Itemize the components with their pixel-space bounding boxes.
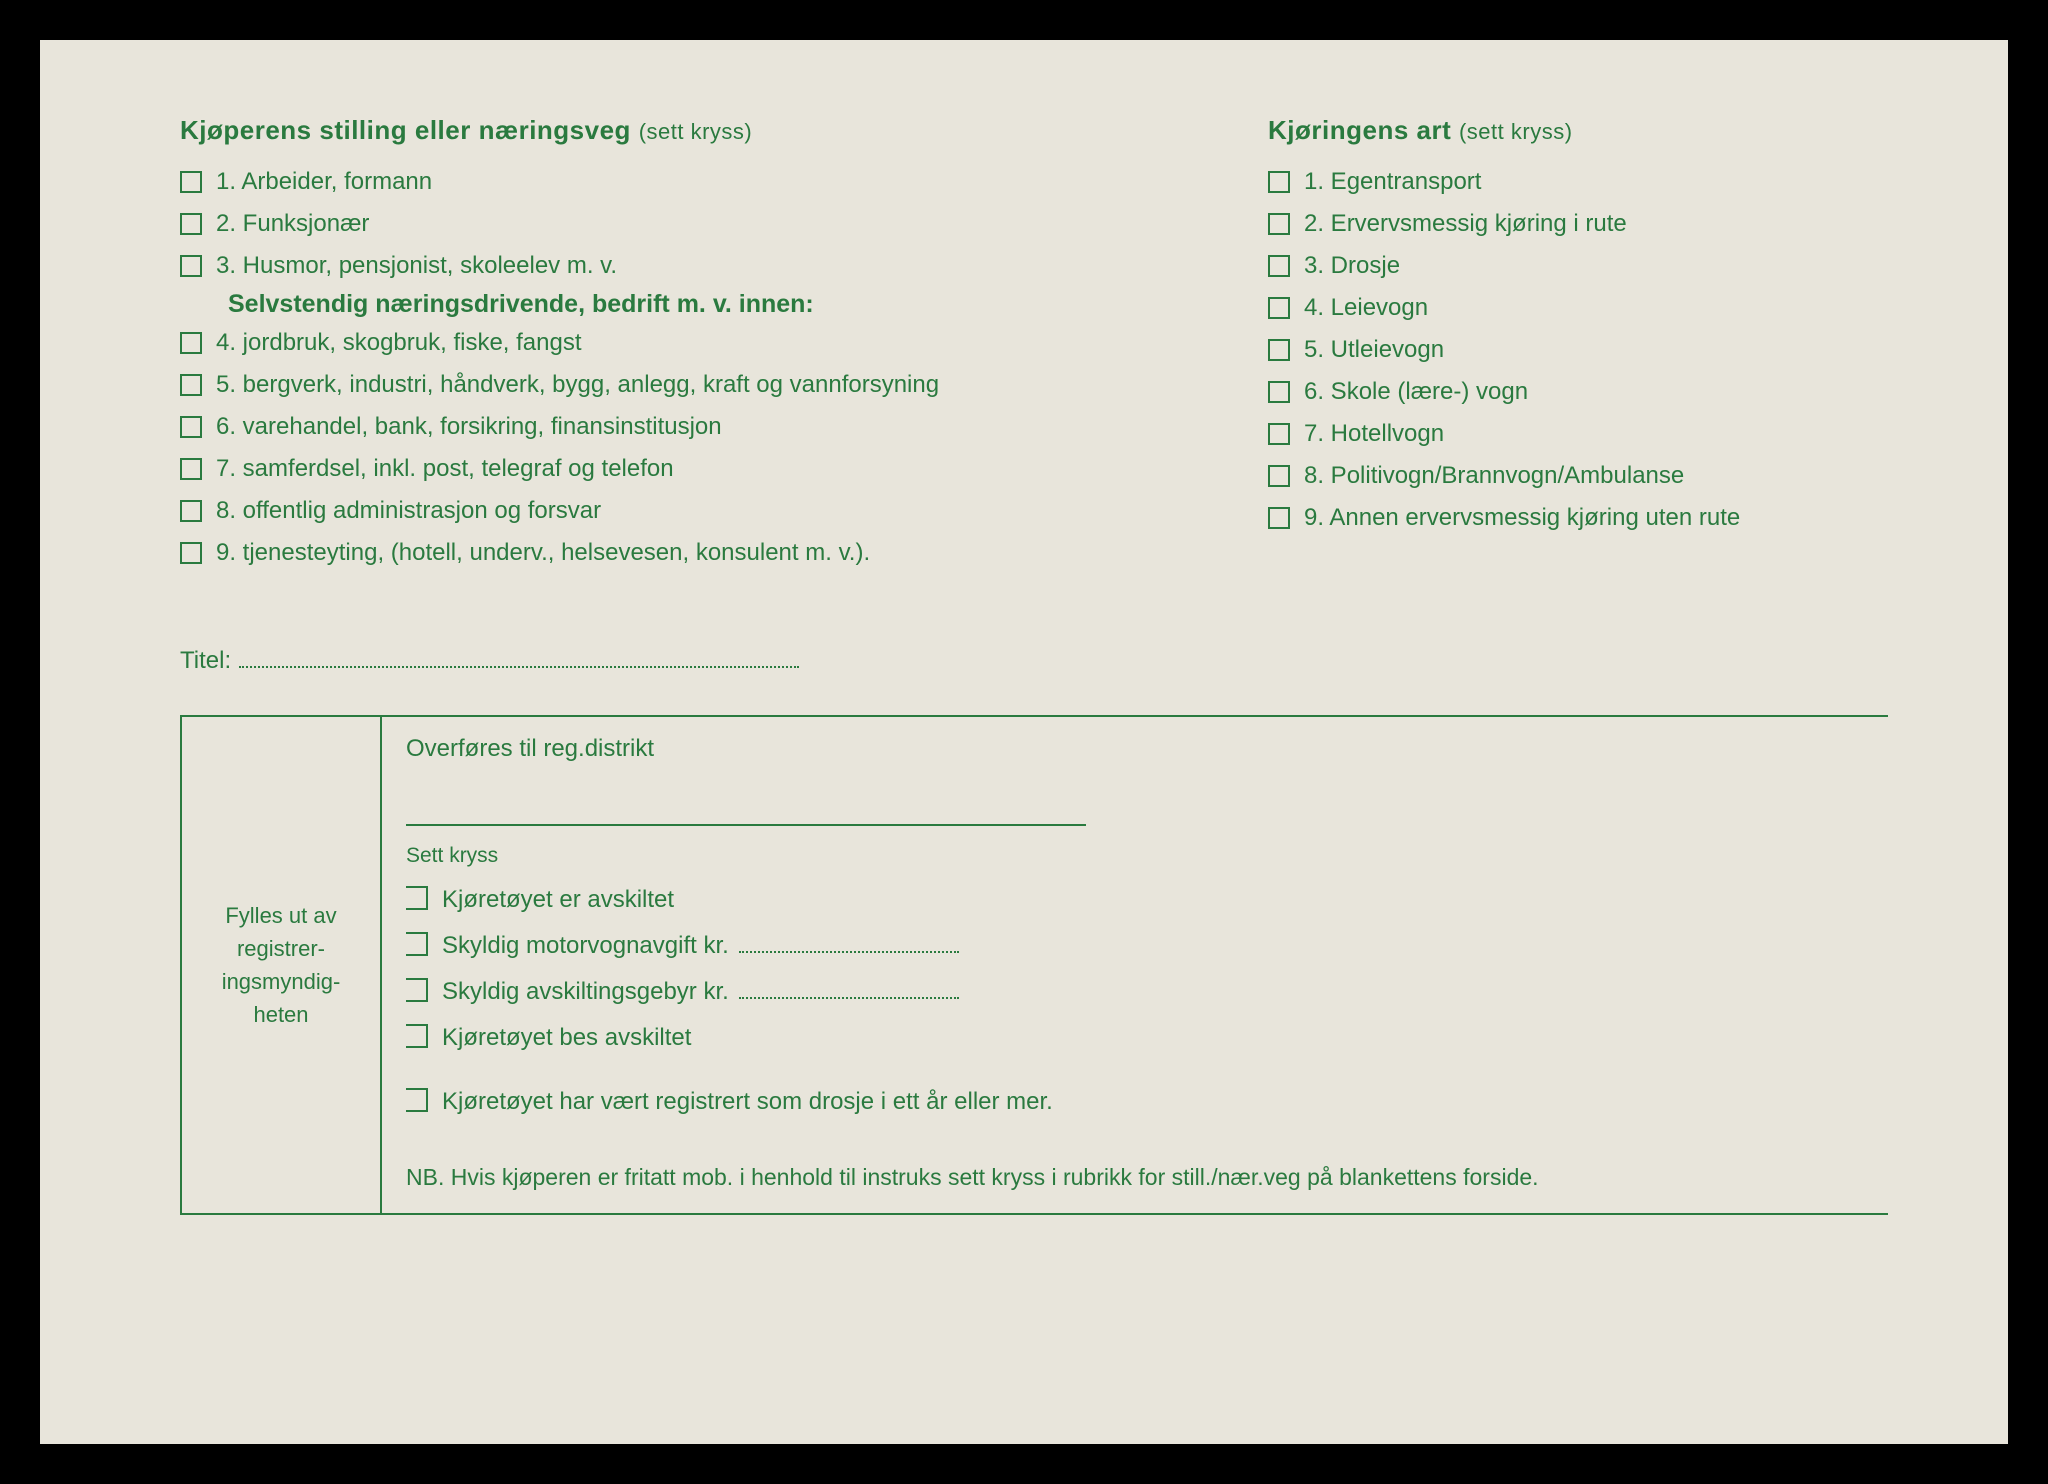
checkbox-row: 9. Annen ervervsmessig kjøring uten rute (1268, 500, 1888, 536)
checkbox[interactable] (1268, 297, 1290, 319)
checkbox[interactable] (1268, 465, 1290, 487)
checkbox-label: 8. Politivogn/Brannvogn/Ambulanse (1304, 458, 1888, 494)
left-heading: Kjøperens stilling eller næringsveg (set… (180, 115, 1188, 146)
right-heading-text: Kjøringens art (1268, 115, 1451, 145)
checkbox-label: 3. Husmor, pensjonist, skoleelev m. v. (216, 248, 1188, 284)
checkbox-row: 3. Drosje (1268, 248, 1888, 284)
bottom-checkbox-row: Kjøretøyet bes avskiltet (406, 1020, 1864, 1056)
checkbox-label: 6. varehandel, bank, forsikring, finansi… (216, 409, 1188, 445)
checkbox[interactable] (1268, 381, 1290, 403)
checkbox-label: 6. Skole (lære-) vogn (1304, 374, 1888, 410)
checkbox-row: 8. offentlig administrasjon og forsvar (180, 493, 1188, 529)
checkbox-row: 1. Arbeider, formann (180, 164, 1188, 200)
checkbox[interactable] (180, 332, 202, 354)
checkbox-label: 5. Utleievogn (1304, 332, 1888, 368)
checkbox[interactable] (1268, 171, 1290, 193)
checkbox-row: 2. Ervervsmessig kjøring i rute (1268, 206, 1888, 242)
bottom-checkbox-row: Skyldig avskiltingsgebyr kr. (406, 974, 1864, 1010)
checkbox-label: 8. offentlig administrasjon og forsvar (216, 493, 1188, 529)
document-paper: Kjøperens stilling eller næringsveg (set… (40, 40, 2008, 1444)
left-subheading: Selvstendig næringsdrivende, bedrift m. … (228, 290, 1188, 319)
checkbox[interactable] (1268, 339, 1290, 361)
top-columns: Kjøperens stilling eller næringsveg (set… (180, 115, 1888, 577)
checkbox-row: 7. Hotellvogn (1268, 416, 1888, 452)
checkbox-label: 4. jordbruk, skogbruk, fiske, fangst (216, 325, 1188, 361)
transfer-label: Overføres til reg.distrikt (406, 735, 1864, 763)
checkbox-row: 4. Leievogn (1268, 290, 1888, 326)
sett-kryss-label: Sett kryss (406, 844, 1864, 868)
checkbox-row: 2. Funksjonær (180, 206, 1188, 242)
authority-box: Fylles ut av registrer-ingsmyndig-heten … (180, 715, 1888, 1215)
checkbox-label: 2. Ervervsmessig kjøring i rute (1304, 206, 1888, 242)
checkbox-label: 1. Egentransport (1304, 164, 1888, 200)
authority-box-content: Overføres til reg.distrikt Sett kryss Kj… (382, 717, 1888, 1213)
checkbox-label: 1. Arbeider, formann (216, 164, 1188, 200)
bottom-checkbox-label: Skyldig avskiltingsgebyr kr. (442, 974, 959, 1010)
checkbox-row: 6. varehandel, bank, forsikring, finansi… (180, 409, 1188, 445)
checkbox[interactable] (180, 171, 202, 193)
checkbox[interactable] (406, 932, 428, 956)
checkbox[interactable] (1268, 507, 1290, 529)
bottom-checkbox-row: Skyldig motorvognavgift kr. (406, 928, 1864, 964)
checkbox[interactable] (406, 978, 428, 1002)
checkbox-row: 5. bergverk, industri, håndverk, bygg, a… (180, 367, 1188, 403)
checkbox[interactable] (406, 886, 428, 910)
checkbox[interactable] (406, 1024, 428, 1048)
checkbox-row: 5. Utleievogn (1268, 332, 1888, 368)
checkbox-row: 8. Politivogn/Brannvogn/Ambulanse (1268, 458, 1888, 494)
bottom-checkbox-row: Kjøretøyet har vært registrert som drosj… (406, 1084, 1864, 1120)
bottom-checkbox-label: Kjøretøyet bes avskiltet (442, 1020, 691, 1056)
checkbox[interactable] (406, 1088, 428, 1112)
checkbox-row: 6. Skole (lære-) vogn (1268, 374, 1888, 410)
checkbox-row: 4. jordbruk, skogbruk, fiske, fangst (180, 325, 1188, 361)
checkbox-row: 9. tjenesteyting, (hotell, underv., hels… (180, 535, 1188, 571)
left-column: Kjøperens stilling eller næringsveg (set… (180, 115, 1188, 577)
checkbox[interactable] (180, 255, 202, 277)
right-heading-note: (sett kryss) (1459, 119, 1573, 144)
checkbox-label: 7. Hotellvogn (1304, 416, 1888, 452)
left-heading-text: Kjøperens stilling eller næringsveg (180, 115, 631, 145)
bottom-checkbox-label: Kjøretøyet har vært registrert som drosj… (442, 1084, 1053, 1120)
checkbox-label: 9. tjenesteyting, (hotell, underv., hels… (216, 535, 1188, 571)
checkbox[interactable] (1268, 423, 1290, 445)
titel-input-line[interactable] (239, 666, 799, 668)
transfer-input-line[interactable] (406, 771, 1086, 826)
checkbox-label: 5. bergverk, industri, håndverk, bygg, a… (216, 367, 1188, 403)
right-column: Kjøringens art (sett kryss) 1. Egentrans… (1268, 115, 1888, 577)
checkbox[interactable] (180, 374, 202, 396)
bottom-checkbox-row: Kjøretøyet er avskiltet (406, 882, 1864, 918)
checkbox[interactable] (180, 416, 202, 438)
checkbox-label: 2. Funksjonær (216, 206, 1188, 242)
label-text: Skyldig avskiltingsgebyr kr. (442, 978, 729, 1005)
checkbox[interactable] (180, 213, 202, 235)
checkbox-label: 4. Leievogn (1304, 290, 1888, 326)
titel-row: Titel: (180, 647, 1888, 675)
checkbox[interactable] (1268, 213, 1290, 235)
checkbox-label: 7. samferdsel, inkl. post, telegraf og t… (216, 451, 1188, 487)
amount-input-line[interactable] (739, 997, 959, 999)
checkbox-row: 1. Egentransport (1268, 164, 1888, 200)
checkbox-label: 3. Drosje (1304, 248, 1888, 284)
checkbox[interactable] (180, 458, 202, 480)
checkbox-label: 9. Annen ervervsmessig kjøring uten rute (1304, 500, 1888, 536)
nb-note: NB. Hvis kjøperen er fritatt mob. i henh… (406, 1160, 1864, 1195)
titel-label: Titel: (180, 647, 231, 675)
bottom-checkbox-label: Kjøretøyet er avskiltet (442, 882, 674, 918)
checkbox[interactable] (1268, 255, 1290, 277)
checkbox[interactable] (180, 542, 202, 564)
checkbox-row: 3. Husmor, pensjonist, skoleelev m. v. (180, 248, 1188, 284)
left-heading-note: (sett kryss) (639, 119, 753, 144)
bottom-checkbox-label: Skyldig motorvognavgift kr. (442, 928, 959, 964)
authority-box-label: Fylles ut av registrer-ingsmyndig-heten (182, 717, 382, 1213)
label-text: Skyldig motorvognavgift kr. (442, 932, 729, 959)
checkbox[interactable] (180, 500, 202, 522)
checkbox-row: 7. samferdsel, inkl. post, telegraf og t… (180, 451, 1188, 487)
right-heading: Kjøringens art (sett kryss) (1268, 115, 1888, 146)
authority-box-label-text: Fylles ut av registrer-ingsmyndig-heten (202, 899, 360, 1031)
amount-input-line[interactable] (739, 951, 959, 953)
